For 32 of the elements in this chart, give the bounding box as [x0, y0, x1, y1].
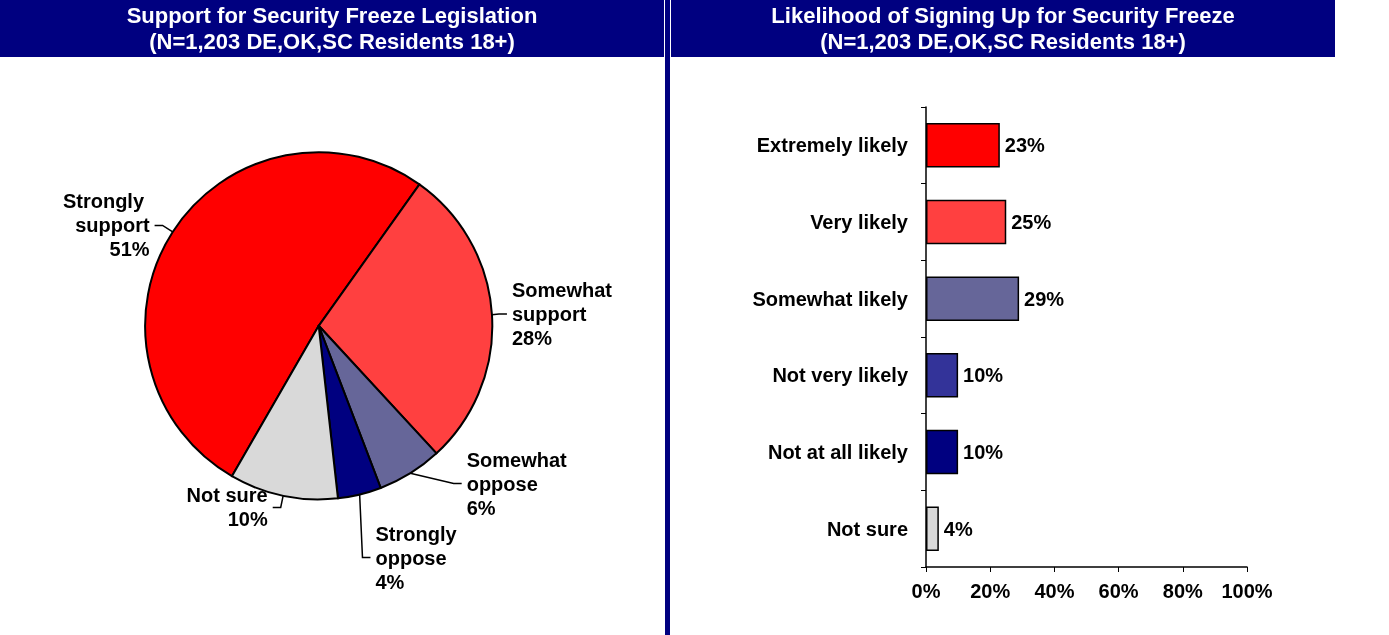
slice-label: Strongly oppose: [375, 522, 463, 569]
slice-label: Strongly support: [62, 190, 150, 237]
data-label: 10%: [227, 508, 268, 531]
slice-label: Not sure: [186, 484, 268, 507]
chart-title: Support for Security Freeze Legislation: [125, 3, 539, 29]
y-tick-label: Not sure: [826, 517, 908, 540]
slice-label: Somewhat support: [511, 279, 618, 326]
data-label: 23%: [1004, 134, 1046, 157]
data-label: 28%: [511, 327, 553, 350]
x-tick-label: 60%: [1098, 580, 1139, 602]
chart-subtitle: (N=1,203 DE,OK,SC Residents 18+): [819, 29, 1187, 55]
data-label: 10%: [963, 364, 1004, 387]
y-tick-label: Extremely likely: [756, 134, 909, 157]
chart-subtitle: (N=1,203 DE,OK,SC Residents 18+): [148, 29, 516, 55]
data-label: 25%: [1011, 211, 1052, 233]
x-tick-label: 0%: [911, 580, 941, 602]
x-tick-label: 100%: [1221, 580, 1273, 602]
x-tick-label: 80%: [1162, 580, 1204, 602]
chart-title: Likelihood of Signing Up for Security Freeze: [770, 3, 1236, 29]
x-tick-label: 40%: [1034, 580, 1075, 602]
data-label: 4%: [943, 517, 973, 540]
data-label: 51%: [109, 238, 150, 261]
data-label: 6%: [466, 496, 496, 519]
y-tick-label: Not very likely: [772, 364, 909, 387]
data-label: 4%: [375, 570, 405, 593]
slice-label: Somewhat oppose: [466, 448, 573, 495]
data-label: 29%: [1024, 287, 1065, 310]
y-tick-label: Very likely: [810, 211, 909, 233]
data-label: 10%: [963, 441, 1004, 463]
x-tick-label: 20%: [970, 580, 1011, 602]
y-tick-label: Somewhat likely: [752, 287, 909, 310]
y-tick-label: Not at all likely: [767, 441, 909, 463]
